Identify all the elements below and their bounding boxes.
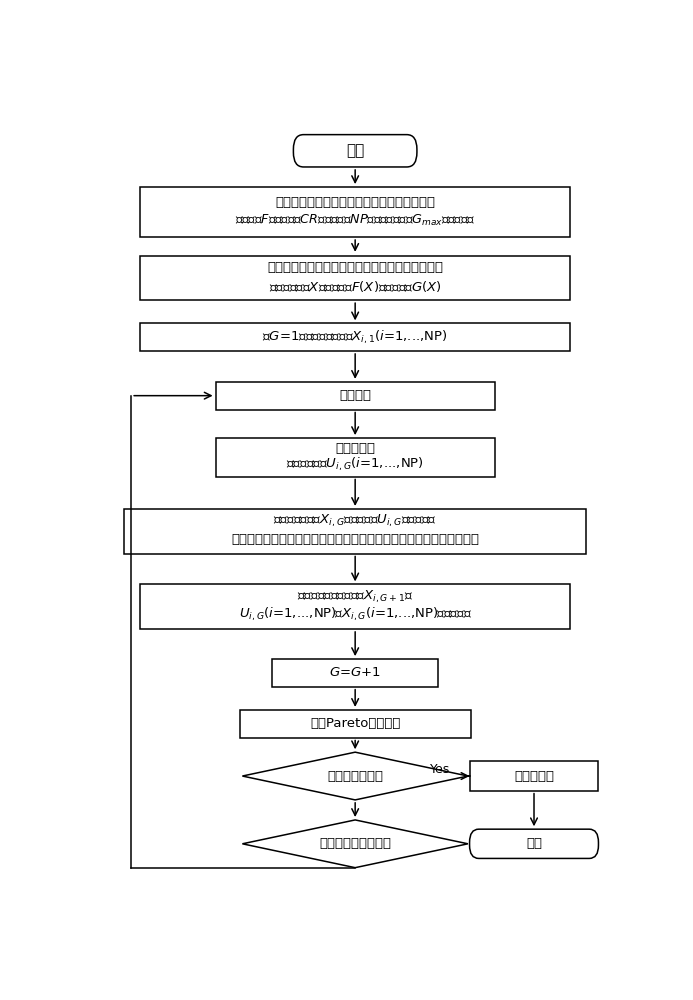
Bar bbox=[124, 509, 586, 554]
Text: 形成试验个体$U_{i,G}$($i$=1,...,NP): 形成试验个体$U_{i,G}$($i$=1,...,NP) bbox=[286, 455, 424, 473]
Bar bbox=[140, 323, 570, 351]
Text: 终止: 终止 bbox=[526, 837, 542, 850]
FancyBboxPatch shape bbox=[470, 829, 599, 858]
Text: Yes: Yes bbox=[430, 763, 450, 776]
Bar bbox=[272, 659, 439, 687]
Text: 满足终止条件？: 满足终止条件？ bbox=[327, 770, 383, 783]
Text: 输出最优解: 输出最优解 bbox=[514, 770, 554, 783]
Polygon shape bbox=[243, 820, 468, 868]
Bar bbox=[470, 761, 599, 791]
Text: 开始: 开始 bbox=[346, 143, 365, 158]
Text: $G$=$G$+$1$: $G$=$G$+$1$ bbox=[329, 666, 381, 679]
Polygon shape bbox=[243, 752, 468, 800]
Text: 另$G$=1，生成初始化种群$X_{i,1}$($i$=1,...,NP): 另$G$=1，生成初始化种群$X_{i,1}$($i$=1,...,NP) bbox=[263, 328, 448, 346]
Bar bbox=[140, 256, 570, 300]
Text: 选择操作，产生新种群$X_{i,G+1}$：: 选择操作，产生新种群$X_{i,G+1}$： bbox=[297, 588, 414, 605]
Bar bbox=[140, 584, 570, 629]
Text: $U_{i,G}$($i$=1,...,NP)与$X_{i,G}$($i$=1,...,NP)适应度选优: $U_{i,G}$($i$=1,...,NP)与$X_{i,G}$($i$=1,… bbox=[238, 606, 472, 623]
Text: 确定变量空间$X$、目标函数$F(X)$、约束函数$G(X)$: 确定变量空间$X$、目标函数$F(X)$、约束函数$G(X)$ bbox=[269, 279, 441, 294]
Text: 利用有限元时步法计算进行数值仿真，求得个体目标函数和约束函数值: 利用有限元时步法计算进行数值仿真，求得个体目标函数和约束函数值 bbox=[231, 533, 479, 546]
Text: 到达最大进化代数？: 到达最大进化代数？ bbox=[319, 837, 391, 850]
Bar bbox=[216, 438, 495, 477]
Bar bbox=[216, 382, 495, 410]
Text: 变异操作: 变异操作 bbox=[339, 389, 371, 402]
Bar bbox=[240, 710, 471, 738]
Text: 交叉操作：: 交叉操作： bbox=[335, 442, 375, 455]
Text: 将电机设计转化为约束条件下的多目标优化问题：: 将电机设计转化为约束条件下的多目标优化问题： bbox=[267, 261, 443, 274]
Text: 确定差分进化算法参数和所采用的具体策略：: 确定差分进化算法参数和所采用的具体策略： bbox=[275, 196, 435, 209]
Bar bbox=[140, 187, 570, 237]
Text: 变异因子$F$、交叉概率$CR$、种群规模$NP$、最大进化代数$G_{max}$和终止条件: 变异因子$F$、交叉概率$CR$、种群规模$NP$、最大进化代数$G_{max}… bbox=[235, 213, 475, 228]
FancyBboxPatch shape bbox=[293, 135, 417, 167]
Text: 更新Pareto最优解集: 更新Pareto最优解集 bbox=[310, 717, 401, 730]
Text: 对当代种群个体$X_{i,G}$及试验个体$U_{i,G}$进行评价：: 对当代种群个体$X_{i,G}$及试验个体$U_{i,G}$进行评价： bbox=[273, 513, 437, 529]
